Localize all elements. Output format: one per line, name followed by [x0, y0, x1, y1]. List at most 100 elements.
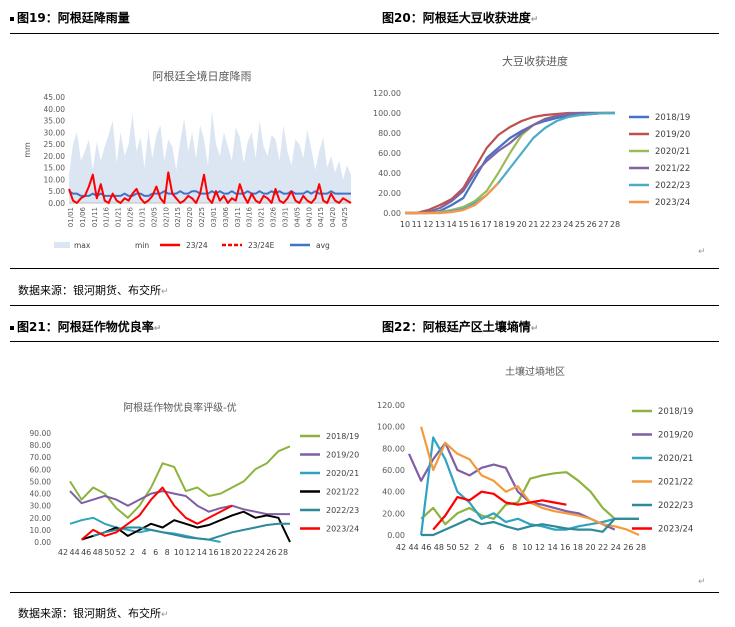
harvest-xtick: 11: [412, 220, 422, 229]
paragraph-mark-2: ↵: [161, 287, 169, 297]
rainfall-xtick: 03/21: [258, 207, 266, 227]
soil-xtick: 10: [522, 543, 532, 552]
soil-ytick: 100.00: [377, 423, 405, 432]
harvest-ytick: 120.00: [373, 89, 401, 98]
harvest-xtick: 21: [528, 220, 538, 229]
legend-max-label: max: [74, 241, 91, 250]
soil-xtick: 2: [474, 543, 479, 552]
rainfall-ytick: 45.00: [44, 93, 66, 102]
condition-line-2021-22: [81, 510, 291, 543]
fig20-title-text: 图20：阿根廷大豆收获进度: [382, 11, 531, 25]
harvest-ytick: 60.00: [378, 149, 401, 158]
soil-ytick: 0.00: [387, 531, 405, 540]
rainfall-ytick: 15.00: [44, 164, 66, 173]
fig21-title: 图21：阿根廷作物优良率↵: [10, 318, 161, 335]
rainfall-xtick: 01/31: [138, 207, 146, 227]
harvest-legend-2021-22-label: 2021/22: [655, 164, 690, 174]
harvest-xtick: 15: [458, 220, 468, 229]
rainfall-ytick: 35.00: [44, 117, 66, 126]
source-bottom-text: 数据来源：银河期货、布交所: [18, 607, 161, 620]
paragraph-mark-3: ↵: [153, 324, 162, 334]
condition-xtick: 8: [165, 548, 170, 557]
soil-ytick: 40.00: [382, 488, 405, 497]
condition-legend-2019-20-label: 2019/20: [326, 451, 359, 460]
rainfall-2324-line: [68, 171, 352, 204]
legend-2324-label: 23/24: [186, 241, 208, 250]
soil-xtick: 8: [512, 543, 517, 552]
harvest-xtick: 10: [400, 220, 410, 229]
rainfall-chart: 阿根廷全境日度降雨 mm 0.00 5.00 10.00 15.00 20.00 25.0…: [23, 69, 352, 250]
mid-rule-1: [10, 268, 719, 269]
rainfall-xtick: 04/20: [329, 207, 337, 227]
harvest-line-2019-20: [405, 111, 615, 215]
harvest-legend-2022-23-label: 2022/23: [655, 181, 690, 191]
condition-xtick: 2: [130, 548, 135, 557]
condition-ytick: 0.00: [34, 538, 51, 547]
soil-ytick: 120.00: [377, 401, 405, 410]
condition-legend-2021-22-label: 2021/22: [326, 488, 359, 497]
soil-line-2022-23: [421, 517, 639, 537]
harvest-xtick: 14: [447, 220, 457, 229]
harvest-xtick: 17: [482, 220, 492, 229]
rainfall-xtick: 01/26: [127, 206, 135, 227]
condition-ytick: 90.00: [30, 429, 52, 438]
condition-legend-2018-19-label: 2018/19: [326, 432, 359, 441]
condition-xtick: 28: [278, 548, 288, 557]
legend-2324e-label: 23/24E: [248, 241, 275, 250]
rainfall-xtick: 01/16: [103, 206, 111, 227]
rainfall-ytick: 10.00: [44, 175, 66, 184]
soil-chart-title: 土壤过墒地区: [505, 365, 565, 378]
legend-min-label: min: [135, 241, 149, 250]
soil-legend-2022-23-label: 2022/23: [658, 501, 693, 511]
rainfall-chart-title: 阿根廷全境日度降雨: [153, 69, 252, 83]
condition-ytick: 30.00: [30, 502, 52, 511]
rainfall-xtick: 03/31: [281, 207, 289, 227]
harvest-ytick: 80.00: [378, 129, 401, 138]
condition-xtick: 26: [266, 548, 276, 557]
mid-rule-2: [10, 305, 719, 306]
soil-line-2018-19: [420, 471, 639, 526]
harvest-chart: 大豆收获进度 0.00 20.00 40.00 60.00 80.00 100.00 120…: [373, 54, 690, 229]
legend-max-swatch: [54, 242, 70, 248]
paragraph-mark-5: ↵: [698, 577, 706, 587]
rainfall-ytick: 0.00: [48, 199, 65, 208]
harvest-xtick: 20: [517, 220, 527, 229]
soil-ytick: 60.00: [382, 466, 405, 475]
rainfall-ytick: 20.00: [44, 152, 66, 161]
harvest-xtick: 28: [610, 220, 620, 229]
condition-ytick: 20.00: [30, 514, 52, 523]
paragraph-mark-6: ↵: [161, 610, 169, 620]
soil-xtick: 24: [611, 543, 621, 552]
rainfall-ytick: 40.00: [44, 105, 66, 114]
soil-xtick: 42: [396, 543, 406, 552]
paragraph-mark-1: ↵: [698, 247, 706, 257]
fig20-title: 图20：阿根廷大豆收获进度↵: [382, 9, 538, 26]
rainfall-xtick: 04/25: [341, 207, 349, 227]
soil-xtick: 44: [409, 543, 419, 552]
fig22-title: 图22：阿根廷产区土壤墒情↵: [382, 318, 538, 335]
condition-xtick: 16: [208, 548, 218, 557]
condition-ytick: 80.00: [30, 441, 52, 450]
rainfall-xtick: 03/06: [222, 206, 230, 227]
bottom-rule: [10, 592, 719, 593]
soil-xtick: 28: [636, 543, 646, 552]
condition-xtick: 10: [174, 548, 184, 557]
condition-ytick: 70.00: [30, 453, 52, 462]
condition-line-2023-24: [80, 486, 233, 541]
soil-legend-2023-24-label: 2023/24: [658, 525, 693, 535]
rainfall-xtick: 02/25: [198, 207, 206, 227]
rainfall-ytick: 5.00: [48, 187, 65, 196]
soil-xtick: 20: [585, 543, 595, 552]
rainfall-xtick: 03/01: [210, 207, 218, 227]
rainfall-xtick: 03/16: [246, 206, 254, 227]
fig22-title-text: 图22：阿根廷产区土壤墒情: [382, 320, 531, 334]
bullet-icon: [10, 325, 14, 330]
soil-xtick: 26: [623, 543, 633, 552]
rainfall-xtick: 01/06: [79, 206, 87, 227]
harvest-legend-2020-21-label: 2020/21: [655, 147, 690, 157]
condition-chart-title: 阿根廷作物优良率评级-优: [123, 401, 237, 414]
top-rule: [10, 33, 719, 34]
harvest-ytick: 40.00: [378, 169, 401, 178]
rainfall-xtick: 02/10: [162, 207, 170, 227]
rainfall-xtick: 04/10: [305, 207, 313, 227]
